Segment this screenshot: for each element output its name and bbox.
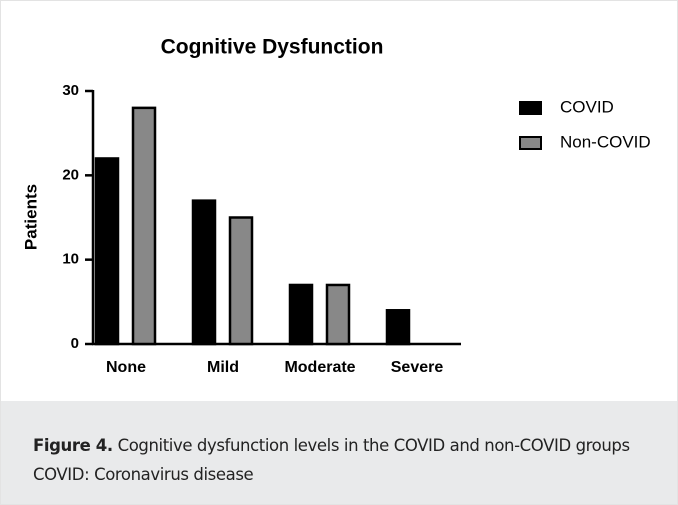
x-tick-label: Mild — [207, 359, 239, 376]
y-axis-label: Patients — [21, 184, 40, 250]
chart-title: Cognitive Dysfunction — [161, 36, 384, 59]
caption: Figure 4. Cognitive dysfunction levels i… — [1, 401, 677, 504]
bar — [385, 309, 411, 346]
y-tick-label: 30 — [62, 82, 79, 99]
bar — [131, 106, 157, 346]
legend-swatch — [519, 101, 542, 115]
y-tick-label: 20 — [62, 166, 79, 183]
bar — [94, 157, 120, 346]
x-tick-label: Severe — [391, 359, 444, 376]
legend-label: COVID — [560, 97, 614, 116]
legend-label: Non-COVID — [560, 132, 651, 151]
caption-line: Figure 4. Cognitive dysfunction levels i… — [33, 431, 677, 460]
bar — [325, 283, 351, 346]
legend-swatch — [519, 136, 542, 150]
bar — [228, 216, 254, 346]
y-tick-label: 0 — [71, 335, 79, 352]
caption-label: Figure 4. — [33, 436, 113, 455]
y-tick-label: 10 — [62, 251, 79, 268]
chart: Cognitive Dysfunction Patients 0 10 20 30 No… — [21, 36, 651, 377]
bar — [288, 283, 314, 346]
bar — [191, 199, 217, 346]
x-tick-label: None — [106, 359, 146, 376]
caption-text: Cognitive dysfunction levels in the COVI… — [117, 436, 631, 455]
caption-note: COVID: Coronavirus disease — [33, 465, 254, 484]
x-tick-label: Moderate — [284, 359, 355, 376]
